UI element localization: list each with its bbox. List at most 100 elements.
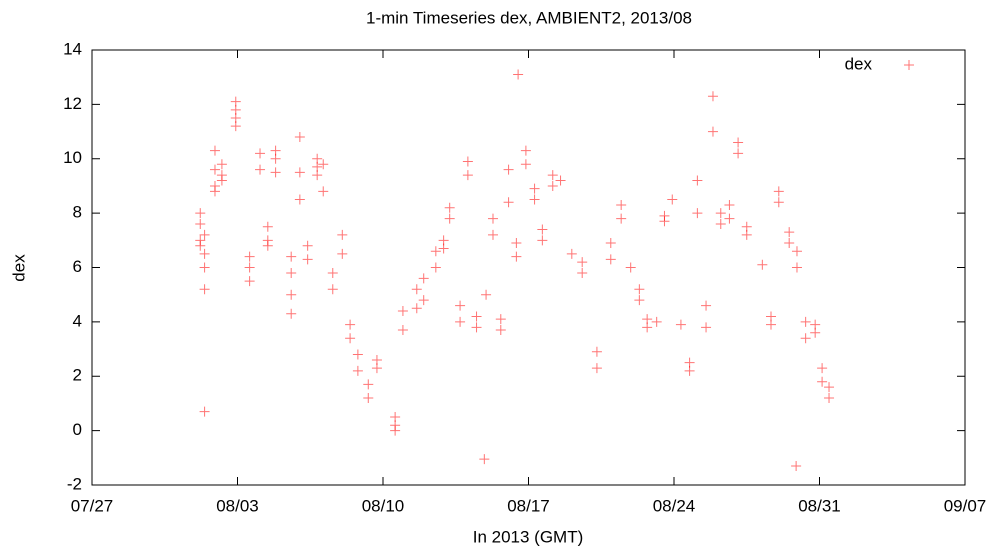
data-point: [345, 319, 356, 330]
x-axis-label: In 2013 (GMT): [473, 527, 584, 546]
data-point: [800, 333, 811, 344]
data-point: [471, 322, 482, 333]
data-point: [667, 194, 678, 205]
data-point: [230, 96, 241, 107]
data-point: [824, 382, 835, 393]
plot-frame: [91, 49, 966, 486]
data-point: [363, 393, 374, 403]
data-point: [411, 284, 422, 295]
data-point: [195, 240, 206, 251]
data-point: [286, 308, 297, 319]
data-point: [724, 213, 735, 224]
data-point: [270, 167, 281, 178]
data-point: [318, 159, 329, 170]
data-point: [605, 238, 616, 249]
y-tick-label: 10: [63, 148, 82, 167]
data-point: [773, 197, 784, 208]
data-point: [520, 145, 531, 156]
data-point: [216, 170, 227, 181]
data-point: [547, 180, 558, 191]
y-tick-label: 2: [73, 366, 82, 385]
data-point: [455, 316, 466, 327]
data-point: [529, 194, 540, 205]
data-point: [286, 289, 297, 300]
data-point: [784, 238, 795, 249]
data-point: [791, 460, 802, 471]
data-point: [294, 132, 305, 142]
data-point: [244, 276, 255, 287]
data-point: [363, 379, 374, 390]
y-tick-label: 12: [63, 94, 82, 113]
data-point: [684, 357, 695, 368]
data-point: [511, 238, 522, 249]
data-point: [555, 175, 566, 186]
y-axis-label: dex: [9, 254, 28, 282]
data-point: [591, 363, 602, 374]
legend-marker: [904, 60, 914, 70]
data-point: [199, 248, 210, 259]
data-point: [262, 221, 273, 232]
data-point: [537, 224, 548, 235]
chart-title: 1-min Timeseries dex, AMBIENT2, 2013/08: [366, 8, 692, 27]
data-point: [651, 316, 662, 327]
data-point: [195, 219, 206, 229]
data-point: [390, 412, 401, 423]
y-tick-label: 8: [73, 203, 82, 222]
data-point: [216, 159, 227, 170]
data-point: [471, 311, 482, 322]
data-point: [487, 229, 498, 240]
data-point: [634, 295, 645, 306]
data-point: [675, 319, 686, 330]
legend-label: dex: [845, 54, 873, 73]
data-point: [577, 267, 588, 278]
data-point: [724, 199, 735, 210]
data-point: [642, 314, 653, 325]
data-point: [352, 349, 363, 360]
data-point: [255, 148, 266, 159]
data-point: [577, 257, 588, 268]
data-point: [455, 300, 466, 311]
data-point: [766, 311, 776, 322]
data-point: [462, 170, 473, 181]
data-point: [430, 262, 441, 273]
data-point: [244, 251, 255, 262]
data-point: [418, 273, 429, 284]
data-point: [302, 240, 313, 251]
data-point: [495, 314, 506, 325]
data-point: [444, 213, 455, 224]
data-point: [481, 289, 492, 300]
data-point: [345, 333, 356, 344]
x-tick-label: 08/17: [507, 496, 550, 515]
data-point: [701, 300, 712, 311]
data-point: [692, 175, 703, 186]
data-point: [605, 254, 616, 265]
data-point: [757, 259, 768, 270]
data-point: [430, 246, 441, 257]
data-point: [371, 354, 382, 365]
data-point: [255, 164, 266, 175]
data-point: [616, 199, 627, 210]
data-point: [390, 425, 401, 436]
data-point: [312, 161, 323, 172]
data-point: [773, 186, 784, 197]
data-point: [513, 69, 524, 80]
x-tick-label: 08/24: [653, 496, 696, 515]
x-tick-label: 09/07: [944, 496, 987, 515]
data-point: [715, 219, 726, 229]
data-point: [733, 137, 744, 148]
data-point: [817, 376, 828, 387]
data-point: [262, 240, 273, 251]
data-point: [791, 262, 802, 273]
data-point: [318, 186, 329, 197]
data-point: [495, 325, 506, 336]
data-point: [715, 208, 726, 219]
data-point: [294, 194, 305, 205]
data-point: [503, 164, 514, 175]
data-point: [692, 208, 703, 219]
data-point: [327, 267, 338, 278]
data-point: [444, 202, 455, 213]
data-point: [209, 186, 220, 197]
y-tick-label: 6: [73, 257, 82, 276]
data-point: [733, 148, 744, 159]
